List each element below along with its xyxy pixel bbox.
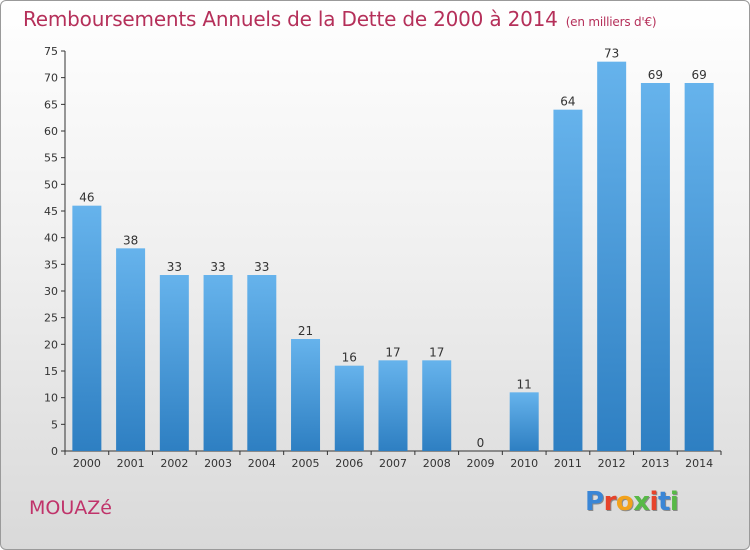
data-label-2007: 17 — [385, 345, 400, 359]
data-labels: 46 38 33 33 33 21 16 17 17 0 11 64 73 69 69 — [79, 47, 707, 450]
data-label-2006: 16 — [342, 351, 357, 365]
data-label-2001: 38 — [123, 233, 138, 247]
y-tick-label: 5 — [51, 418, 58, 431]
logo-letter: t — [657, 487, 670, 517]
bar-2000 — [72, 205, 102, 451]
data-label-2013: 69 — [648, 68, 663, 82]
y-tick-label: 40 — [44, 232, 58, 245]
x-tick-label: 2009 — [466, 457, 494, 470]
data-label-2009: 0 — [477, 436, 485, 450]
bar-2008 — [422, 360, 452, 451]
x-tick-label: 2002 — [160, 457, 188, 470]
x-tick-label: 2010 — [510, 457, 538, 470]
y-tick-label: 30 — [44, 285, 58, 298]
bar-2001 — [116, 248, 146, 451]
bar-2004 — [247, 275, 277, 451]
x-tick-label: 2013 — [641, 457, 669, 470]
y-tick-label: 45 — [44, 205, 58, 218]
y-tick-label: 25 — [44, 312, 58, 325]
x-tick-label: 2004 — [248, 457, 276, 470]
bar-2006 — [334, 365, 364, 451]
x-tick-label: 2006 — [335, 457, 363, 470]
y-tick-label: 70 — [44, 72, 58, 85]
chart-title: Remboursements Annuels de la Dette de 20… — [23, 7, 657, 31]
data-label-2012: 73 — [604, 47, 619, 61]
logo-letter: r — [603, 487, 617, 517]
data-label-2014: 69 — [691, 68, 706, 82]
bar-2003 — [203, 275, 233, 451]
logo-letter: i — [649, 487, 659, 517]
x-tick-label: 2012 — [598, 457, 626, 470]
bar-2012 — [597, 61, 627, 452]
logo-letter: o — [615, 487, 634, 517]
data-label-2004: 33 — [254, 260, 269, 274]
y-tick-label: 65 — [44, 98, 58, 111]
bar-2011 — [553, 109, 583, 452]
data-label-2010: 11 — [517, 377, 532, 391]
logo-letter: x — [633, 487, 650, 517]
data-label-2008: 17 — [429, 345, 444, 359]
bar-2013 — [640, 83, 670, 451]
y-tick-label: 50 — [44, 178, 58, 191]
x-tick-label: 2000 — [73, 457, 101, 470]
x-tick-label: 2011 — [554, 457, 582, 470]
y-tick-label: 75 — [44, 45, 58, 58]
data-label-2003: 33 — [210, 260, 225, 274]
y-tick-label: 20 — [44, 338, 58, 351]
data-label-2000: 46 — [79, 191, 94, 205]
x-axis: 2000 2001 2002 2003 2004 2005 2006 2007 2008 2009… — [64, 450, 722, 470]
data-label-2002: 33 — [167, 260, 182, 274]
x-tick-label: 2014 — [685, 457, 713, 470]
y-tick-label: 15 — [44, 365, 58, 378]
y-tick-label: 10 — [44, 392, 58, 405]
bar-2005 — [291, 339, 321, 451]
x-tick-label: 2005 — [292, 457, 320, 470]
x-tick-label: 2007 — [379, 457, 407, 470]
logo-letter: i — [669, 487, 679, 517]
data-label-2011: 64 — [560, 95, 575, 109]
commune-name: MOUAZé — [29, 497, 112, 519]
y-tick-label: 0 — [51, 445, 58, 458]
bar-2010 — [509, 392, 539, 451]
y-tick-label: 35 — [44, 258, 58, 271]
x-tick-label: 2001 — [117, 457, 145, 470]
y-axis: 0 5 10 15 20 25 30 35 40 45 50 55 60 65 70 75 — [44, 45, 66, 458]
y-tick-label: 60 — [44, 125, 58, 138]
bar-2002 — [159, 275, 189, 451]
chart-subtitle: (en milliers d'€) — [565, 15, 657, 29]
proxiti-logo: Proxiti — [585, 487, 679, 517]
y-tick-label: 55 — [44, 152, 58, 165]
bar-2014 — [684, 83, 714, 451]
bars — [72, 61, 714, 452]
bar-2007 — [378, 360, 408, 451]
chart-title-text: Remboursements Annuels de la Dette de 20… — [23, 7, 558, 31]
x-tick-label: 2003 — [204, 457, 232, 470]
logo-letter: P — [585, 487, 604, 517]
data-label-2005: 21 — [298, 324, 313, 338]
x-tick-label: 2008 — [423, 457, 451, 470]
